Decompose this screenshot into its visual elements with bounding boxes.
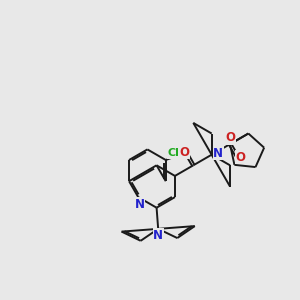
Text: N: N	[213, 146, 223, 159]
Text: O: O	[225, 131, 235, 144]
Text: N: N	[213, 147, 223, 160]
Text: O: O	[179, 146, 189, 159]
Text: Cl: Cl	[167, 148, 179, 158]
Text: O: O	[236, 151, 246, 164]
Text: N: N	[153, 229, 163, 242]
Text: N: N	[134, 198, 144, 211]
